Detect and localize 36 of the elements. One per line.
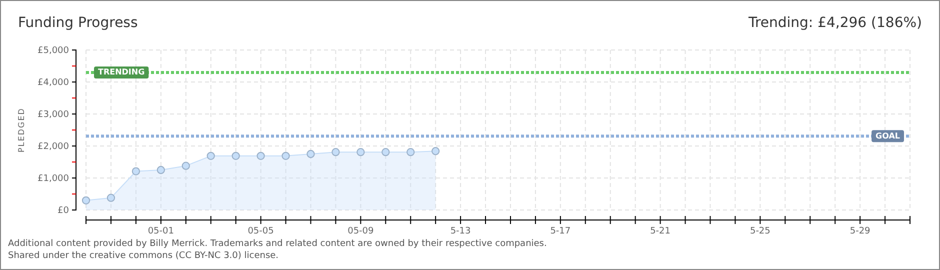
y-axis-title: PLEDGED (17, 108, 26, 152)
point (356, 148, 365, 156)
x-tick-label: 05-01 (148, 226, 174, 236)
ref-line-label: GOAL (876, 131, 900, 140)
x-tick-label: 5-21 (650, 226, 671, 236)
x-tick-label: 5-17 (550, 226, 571, 236)
x-tick-label: 5-29 (850, 226, 871, 236)
x-tick-label: 05-05 (248, 226, 274, 236)
point (432, 147, 440, 156)
y-tick-label: £4,000 (38, 78, 70, 88)
point (306, 150, 315, 158)
x-tick-label: 5-13 (450, 226, 471, 236)
point (332, 148, 340, 156)
text: Shared under the creative commons (CC BY-NC 3.0) license. (8, 251, 279, 261)
x-tick-label: 05-09 (348, 226, 374, 236)
point (156, 166, 165, 174)
y-tick-label: £0 (58, 206, 70, 216)
point (206, 152, 215, 160)
y-tick-label: £2,000 (38, 142, 70, 152)
point (282, 152, 290, 160)
point (382, 148, 390, 156)
text: Additional content provided by Billy Merrick. Trademarks and related content are owned by their respective companies. (8, 239, 547, 249)
point (232, 152, 240, 160)
y-tick-label: £3,000 (38, 110, 70, 120)
y-tick-label: £1,000 (38, 174, 70, 184)
point (256, 152, 265, 160)
point (82, 196, 90, 204)
x-tick-label: 5-25 (750, 226, 770, 236)
ref-line-label: TRENDING (98, 68, 145, 77)
y-tick-label: £5,000 (38, 46, 70, 56)
chart-subtitle: Trending: £4,296 (186%) (747, 15, 922, 31)
point (406, 148, 415, 156)
chart-title: Funding Progress (18, 15, 138, 31)
point (106, 194, 116, 202)
point (182, 162, 190, 170)
point (132, 167, 140, 176)
